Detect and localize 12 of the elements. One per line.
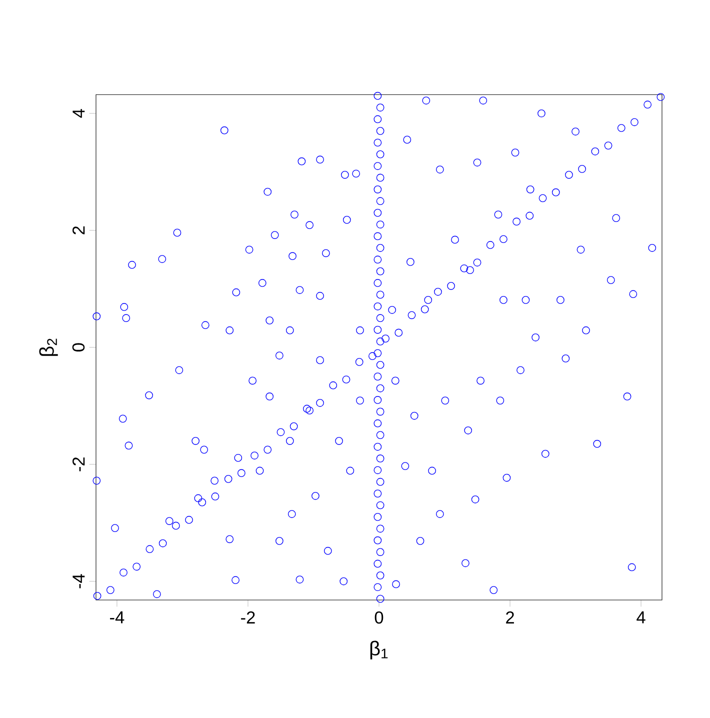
x-tick-label: 4 — [636, 611, 646, 624]
x-tick-label: 2 — [506, 611, 514, 624]
y-tick-label: 0 — [72, 343, 85, 352]
x-tick-label: -4 — [110, 611, 124, 624]
y-axis-title: β$_{2}$ — [39, 338, 58, 356]
y-tick-label: 4 — [72, 109, 85, 118]
x-tick-label: 0 — [374, 611, 384, 624]
x-axis-title: β$_{1}$ — [370, 640, 388, 660]
y-tick-label: -4 — [72, 574, 85, 588]
y-tick-label: -2 — [72, 457, 85, 472]
x-tick-label: -2 — [241, 611, 255, 624]
y-tick-label: 2 — [72, 226, 85, 234]
